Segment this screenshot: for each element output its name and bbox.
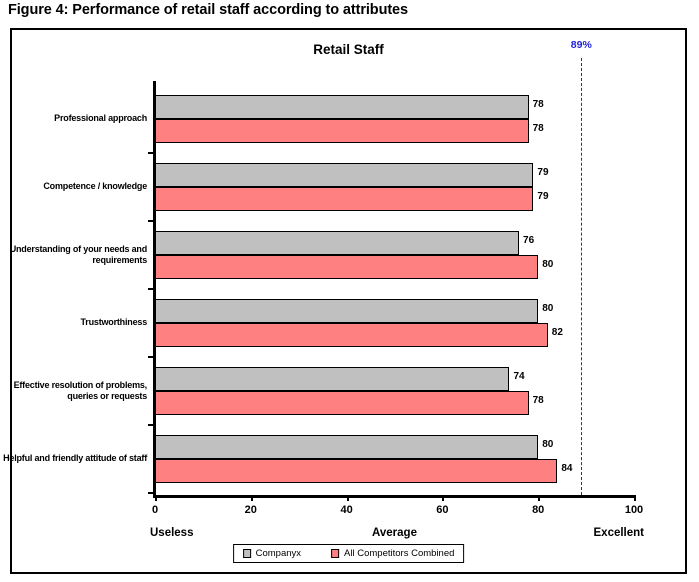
bar-value-label: 80 [542,303,554,314]
legend-swatch-company [242,549,251,558]
chart-frame: Retail Staff Professional approach 78 78 Co… [3,28,687,574]
bar-competitors[interactable] [155,391,529,415]
figure-caption: Figure 4: Performance of retail staff ac… [8,2,408,18]
x-axis-tick-label: 40 [340,504,353,516]
bar-row: 78 [155,95,634,119]
bar-value-label: 82 [551,327,563,338]
bar-competitors[interactable] [155,119,529,143]
plot-area: Professional approach 78 78 Competence / kn… [3,39,644,558]
bar-company[interactable] [155,231,520,255]
bar-group: Helpful and friendly attitude of staff 80… [3,435,634,494]
bar-value-label: 79 [537,167,549,178]
x-axis-tick [634,495,636,501]
legend-item[interactable]: Companyx [242,548,302,559]
y-axis-line [153,81,156,495]
category-tick [148,152,154,154]
target-reference-label: 89% [570,39,592,51]
bar-competitors[interactable] [155,459,558,483]
bar-value-label: 78 [532,395,544,406]
x-axis-tick-label: 20 [244,504,257,516]
bar-company[interactable] [155,435,539,459]
category-label: Helpful and friendly attitude of staff [3,453,147,463]
bar-value-label: 76 [523,235,535,246]
bar-value-label: 78 [532,99,544,110]
x-axis-tick [346,495,349,501]
legend-item-label: Companyx [255,548,302,559]
bar-company[interactable] [155,95,529,119]
category-label: Trustworthiness [80,317,147,327]
x-axis-tick-label: 60 [436,504,449,516]
bar-value-label: 84 [561,463,573,474]
bar-competitors[interactable] [155,187,534,211]
bar-company[interactable] [155,299,539,323]
category-label: Understanding of your needs and requireme… [9,244,148,265]
category-tick [148,220,154,222]
x-axis-tick-label: 100 [624,504,644,516]
bar-competitors[interactable] [155,255,539,279]
scale-anchor-high: Excellent [593,527,645,539]
bar-row: 80 [155,299,634,323]
bar-row: 82 [155,323,634,347]
chart-title: Retail Staff [313,42,384,57]
category-label: Effective resolution of problems, queries… [13,380,148,401]
bar-row: 84 [155,459,634,483]
bar-company[interactable] [155,163,534,187]
legend-swatch-competitors [331,549,340,558]
scale-anchor-mid: Average [372,527,417,539]
bar-group: Trustworthiness 80 82 [80,299,634,358]
category-label: Competence / knowledge [43,181,147,191]
x-axis-tick [538,495,541,501]
scale-anchor-low: Useless [150,527,194,539]
x-axis-tick [155,495,157,501]
bar-row: 78 [155,391,634,415]
category-tick [148,288,154,290]
legend-item-label: All Competitors Combined [344,548,455,559]
bar-competitors[interactable] [155,323,548,347]
bar-group: Professional approach 78 78 [54,95,634,154]
bar-row: 79 [155,163,634,187]
legend-item[interactable]: All Competitors Combined [331,548,454,559]
target-reference-line [581,58,583,495]
x-axis-tick-label: 0 [151,504,159,516]
x-axis-tick [250,495,253,501]
bar-value-label: 78 [532,123,544,134]
x-axis-tick [442,495,445,501]
bar-value-label: 80 [542,439,554,450]
bar-row: 79 [155,187,634,211]
bar-group: Effective resolution of problems, queries… [14,367,634,426]
chart-legend: Companyx All Competitors Combined [232,544,465,563]
category-tick [148,356,154,358]
x-axis-line [153,495,636,498]
category-label: Professional approach [54,113,147,123]
bar-group: Understanding of your needs and requireme… [10,231,634,290]
bar-company[interactable] [155,367,510,391]
bar-row: 78 [155,119,634,143]
x-axis-tick-label: 80 [532,504,545,516]
category-tick [148,492,154,494]
category-tick [148,424,154,426]
bar-row: 80 [155,435,634,459]
bar-value-label: 80 [542,259,554,270]
bar-value-label: 74 [513,371,525,382]
bar-row: 76 [155,231,634,255]
bar-group: Competence / knowledge 79 79 [43,163,634,222]
bar-row: 74 [155,367,634,391]
bar-row: 80 [155,255,634,279]
bar-value-label: 79 [537,191,549,202]
